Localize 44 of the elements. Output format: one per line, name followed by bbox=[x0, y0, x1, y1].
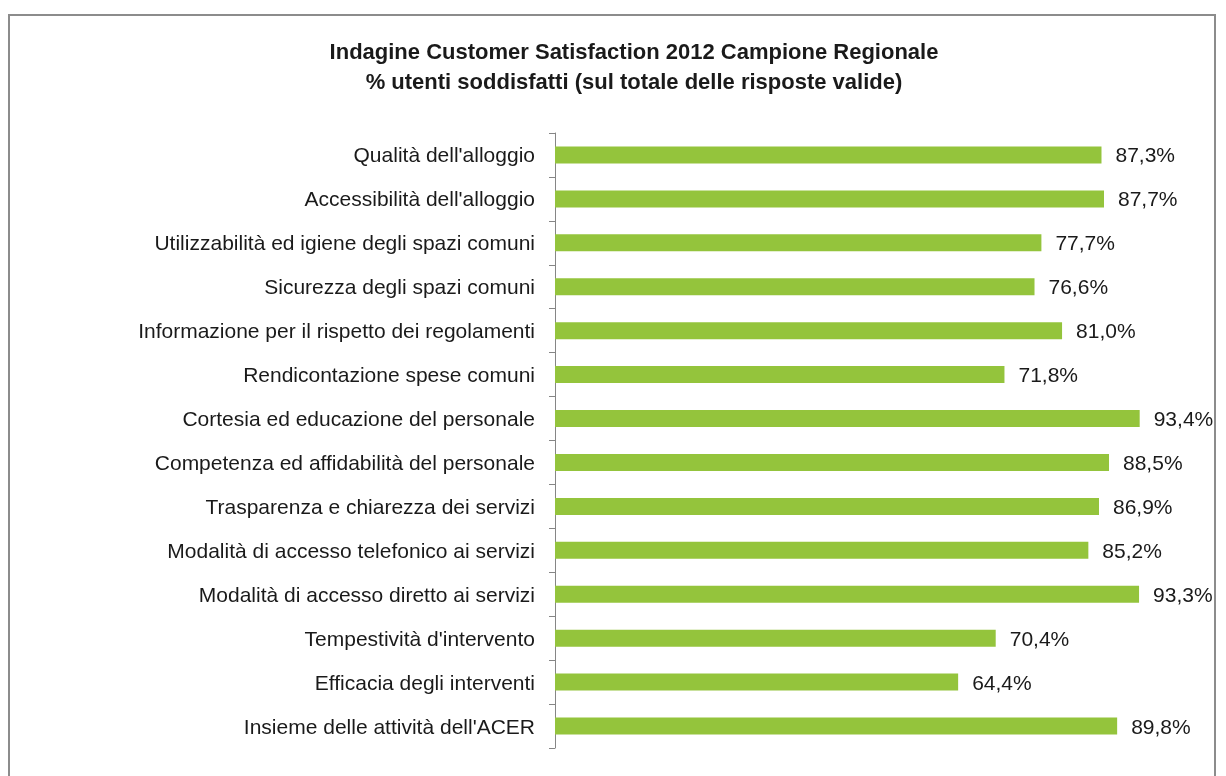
y-tick-label: Cortesia ed educazione del personale bbox=[182, 407, 535, 431]
bar bbox=[555, 410, 1140, 428]
data-label: 87,7% bbox=[1118, 187, 1178, 211]
bar bbox=[555, 278, 1035, 296]
data-label: 89,8% bbox=[1131, 714, 1191, 738]
bar bbox=[555, 585, 1140, 603]
bar bbox=[555, 190, 1104, 208]
data-label: 86,9% bbox=[1112, 494, 1173, 518]
bar bbox=[555, 673, 959, 691]
y-tick-label: Competenza ed affidabilità del personale bbox=[154, 450, 535, 474]
bar bbox=[555, 453, 1110, 471]
data-label: 81,0% bbox=[1076, 319, 1136, 343]
data-label: 77,7% bbox=[1055, 231, 1115, 255]
y-tick-label: Qualità dell'alloggio bbox=[353, 143, 535, 167]
y-tick-label: Rendicontazione spese comuni bbox=[243, 363, 535, 387]
data-label: 71,8% bbox=[1018, 363, 1079, 387]
data-label: 93,4% bbox=[1153, 407, 1214, 431]
y-tick-label: Informazione per il rispetto dei regolamenti bbox=[138, 319, 535, 343]
y-tick-label: Sicurezza degli spazi comuni bbox=[264, 275, 535, 299]
data-label: 76,6% bbox=[1048, 275, 1109, 299]
bar bbox=[555, 234, 1042, 252]
bar bbox=[555, 717, 1118, 735]
y-tick-label: Insieme delle attività dell'ACER bbox=[243, 714, 535, 738]
y-tick-label: Accessibilità dell'alloggio bbox=[304, 187, 535, 211]
data-label: 64,4% bbox=[972, 670, 1032, 694]
y-tick-label: Trasparenza e chiarezza dei servizi bbox=[205, 494, 535, 518]
chart-subtitle: % utenti soddisfatti (sul totale delle risposte valide) bbox=[365, 68, 903, 94]
bar bbox=[555, 497, 1099, 515]
y-tick-label: Utilizzabilità ed igiene degli spazi comuni bbox=[154, 231, 535, 255]
data-label: 88,5% bbox=[1123, 450, 1183, 474]
bar bbox=[555, 629, 996, 647]
data-label: 70,4% bbox=[1009, 626, 1070, 650]
data-label: 93,3% bbox=[1153, 582, 1213, 606]
y-tick-label: Modalità di accesso telefonico ai servizi bbox=[167, 538, 535, 562]
y-tick-label: Efficacia degli interventi bbox=[314, 670, 535, 694]
bar bbox=[555, 541, 1089, 559]
bar bbox=[555, 322, 1063, 340]
data-label: 85,2% bbox=[1102, 538, 1162, 562]
chart-title: Indagine Customer Satisfaction 2012 Campione Regionale bbox=[329, 38, 939, 64]
bar bbox=[555, 366, 1005, 384]
y-tick-label: Modalità di accesso diretto ai servizi bbox=[198, 582, 535, 606]
y-tick-label: Tempestività d'intervento bbox=[304, 626, 535, 650]
bar bbox=[555, 146, 1102, 164]
data-label: 87,3% bbox=[1115, 143, 1176, 167]
